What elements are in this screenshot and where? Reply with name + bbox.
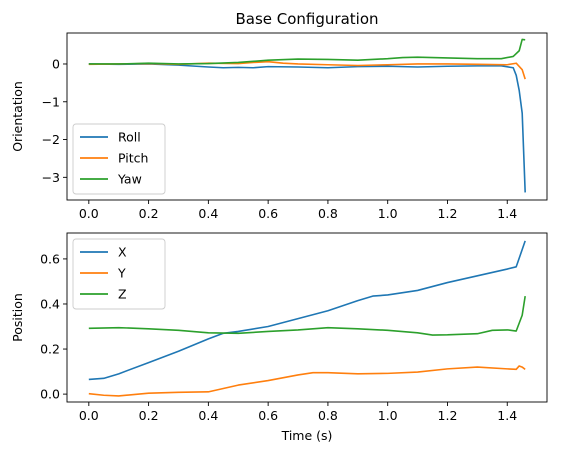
legend-label-pitch: Pitch [118,151,148,166]
x-tick-label: 0.4 [198,408,218,423]
series-line-x [88,240,526,381]
y-axis-label: Orientation [10,81,25,152]
series-line-y [88,365,526,397]
legend-label-z: Z [118,287,127,302]
series-line-pitch [88,60,526,80]
x-tick-label: 0.2 [139,206,159,221]
y-tick-label: 0.6 [40,251,60,266]
x-tick-label: 1.2 [438,408,458,423]
legend-box [72,123,166,195]
series-line-yaw [88,38,526,65]
y-tick-label: 0.4 [40,296,60,311]
legend: Roll Pitch Yaw [72,123,166,195]
legend: XYZ [72,238,166,310]
x-tick-label: 1.2 [438,206,458,221]
x-tick-label: 1.0 [378,408,398,423]
x-axis-label: Time (s) [281,428,333,443]
subplot-1: 0.0 0.2 0.4 0.6 0.8 1.0 1.2 1.4 −3 −2 −1 0 Base Conf… [10,10,548,221]
x-tick-label: 1.4 [497,408,517,423]
y-tick-label: −3 [42,170,60,185]
axes-frame [66,32,548,201]
x-tick-label: 0.2 [139,408,159,423]
series-line-z [88,295,526,336]
x-tick-label: 1.0 [378,206,398,221]
legend-label-roll: Roll [118,130,141,145]
legend-box [72,238,166,310]
y-tick-label: −2 [42,132,60,147]
chart-title: Base Configuration [235,10,378,28]
y-tick-label: 0 [52,56,60,71]
x-tick-label: 0.6 [258,408,278,423]
y-axis-label: Position [10,293,25,342]
x-tick-label: 0.4 [198,206,218,221]
y-tick-label: 0.0 [40,387,60,402]
y-tick-label: −1 [42,94,60,109]
x-tick-label: 0.8 [318,408,338,423]
legend-label-y: Y [117,266,126,281]
subplot-2: 0.0 0.2 0.4 0.6 0.8 1.0 1.2 1.40.00.20.40.6Time… [10,232,548,443]
legend-label-x: X [118,245,127,260]
x-tick-label: 0.0 [79,206,99,221]
x-tick-label: 0.0 [79,408,99,423]
series-line-roll [88,63,526,193]
legend-label-yaw: Yaw [117,172,142,187]
x-tick-label: 1.4 [497,206,517,221]
x-tick-label: 0.8 [318,206,338,221]
x-tick-label: 0.6 [258,206,278,221]
axes-frame [66,232,548,403]
y-tick-label: 0.2 [40,342,60,357]
